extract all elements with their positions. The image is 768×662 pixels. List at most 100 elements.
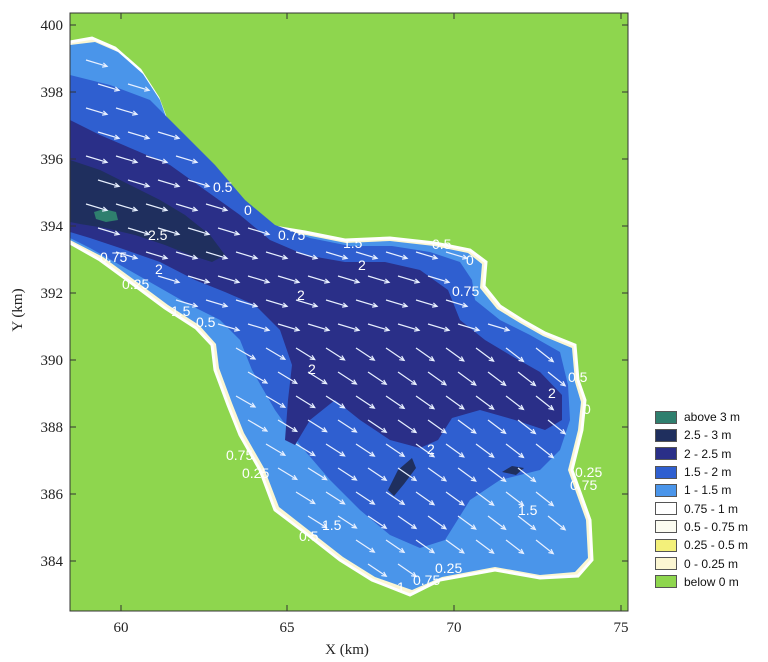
velocity-arrow-head (261, 378, 269, 384)
velocity-arrow (157, 179, 180, 187)
velocity-arrow (295, 251, 318, 259)
velocity-arrow-head (222, 302, 229, 308)
legend-label: 0 - 0.25 m (684, 556, 739, 571)
velocity-arrow (247, 323, 270, 331)
velocity-arrow (457, 419, 477, 434)
velocity-arrow (325, 443, 345, 457)
velocity-arrow (277, 371, 298, 384)
y-tick-label: 398 (41, 85, 64, 101)
contour-label: 1 (397, 579, 405, 595)
velocity-arrow (427, 515, 447, 530)
velocity-arrow (307, 419, 327, 433)
velocity-arrow (247, 227, 270, 235)
legend-label: 0.75 - 1 m (684, 501, 739, 516)
velocity-arrow-head (470, 476, 477, 482)
velocity-arrow (415, 443, 435, 458)
velocity-arrow (325, 491, 345, 505)
velocity-arrow-head (440, 380, 448, 386)
legend-label: 0.25 - 0.5 m (684, 538, 749, 553)
velocity-arrow-head (351, 379, 358, 385)
velocity-arrow-head (500, 524, 507, 531)
velocity-arrow-head (411, 379, 418, 386)
velocity-arrow-head (282, 254, 289, 260)
velocity-arrow (127, 83, 150, 91)
velocity-arrow (517, 467, 536, 482)
velocity-arrow (457, 323, 480, 331)
velocity-arrow-head (488, 548, 495, 554)
legend-item: 0.5 - 0.75 m (655, 518, 767, 536)
velocity-arrow (367, 419, 387, 433)
velocity-arrow-head (440, 476, 448, 482)
velocity-arrow-head (548, 356, 555, 363)
velocity-arrow-head (309, 451, 316, 457)
contour-label: 1.5 (322, 517, 342, 533)
velocity-arrow-head (548, 452, 555, 459)
velocity-arrow (397, 515, 417, 530)
velocity-arrow (445, 395, 465, 410)
contour-label: 0.75 (413, 572, 440, 588)
velocity-arrow-head (351, 427, 358, 433)
velocity-arrow (295, 395, 316, 409)
legend-label: above 3 m (684, 410, 741, 425)
velocity-arrow-head (399, 403, 406, 410)
velocity-arrow-head (411, 427, 418, 434)
legend-swatch (655, 465, 677, 479)
velocity-arrow-head (342, 254, 349, 260)
contour-label: 0 (244, 202, 252, 218)
velocity-arrow-head (342, 302, 349, 308)
depth-zone-2-2.5m (70, 120, 562, 448)
velocity-arrow-head (291, 426, 298, 433)
contour-label: 0.25 (575, 464, 602, 480)
velocity-arrow (325, 347, 345, 361)
velocity-arrow-head (204, 278, 211, 284)
velocity-arrow-head (402, 254, 409, 260)
velocity-arrow (157, 275, 180, 283)
contour-label: 2 (155, 261, 163, 277)
velocity-arrow-head (279, 450, 287, 456)
velocity-arrow-head (324, 278, 331, 284)
velocity-arrow-head (462, 254, 469, 260)
velocity-arrow (415, 395, 435, 410)
velocity-arrow (505, 443, 524, 458)
velocity-arrow-head (174, 182, 181, 188)
legend-item: 0 - 0.25 m (655, 554, 767, 572)
velocity-arrow (295, 299, 318, 307)
velocity-arrow (277, 323, 300, 331)
velocity-arrow-head (414, 278, 421, 284)
velocity-arrow-head (458, 452, 465, 458)
velocity-arrow-head (369, 403, 376, 409)
velocity-arrow-head (432, 254, 439, 260)
y-tick-label: 388 (41, 420, 64, 436)
velocity-arrow-head (530, 476, 537, 483)
legend-label: below 0 m (684, 574, 739, 589)
velocity-arrow (127, 131, 150, 139)
velocity-arrow-head (264, 230, 271, 236)
velocity-arrow-head (339, 403, 346, 409)
velocity-arrow (385, 539, 405, 553)
x-axis (120, 13, 622, 611)
velocity-arrow (175, 299, 198, 307)
depth-zone-2.5-3m (70, 160, 225, 262)
legend-label: 1.5 - 2 m (684, 465, 732, 480)
velocity-arrow (307, 323, 330, 331)
velocity-arrow (415, 251, 438, 259)
contour-label: 0 (583, 401, 591, 417)
velocity-arrow (85, 59, 108, 67)
legend-label: 1 - 1.5 m (684, 483, 732, 498)
contour-label: 1.5 (171, 303, 191, 319)
velocity-arrow (175, 251, 198, 259)
legend: above 3 m 2.5 - 3 m 2 - 2.5 m 1.5 - 2 m … (655, 408, 767, 591)
velocity-arrow-head (132, 206, 139, 212)
velocity-arrow (85, 155, 108, 163)
velocity-arrow (115, 107, 138, 115)
velocity-arrow-head (114, 182, 121, 188)
velocity-arrow-head (174, 278, 181, 284)
velocity-arrow-head (282, 302, 289, 308)
velocity-arrow (217, 227, 240, 235)
velocity-arrow-head (488, 452, 495, 458)
velocity-arrow-head (132, 158, 139, 164)
velocity-arrow (247, 371, 268, 384)
velocity-arrow-head (411, 475, 418, 482)
contour-label: 0 (466, 252, 474, 268)
